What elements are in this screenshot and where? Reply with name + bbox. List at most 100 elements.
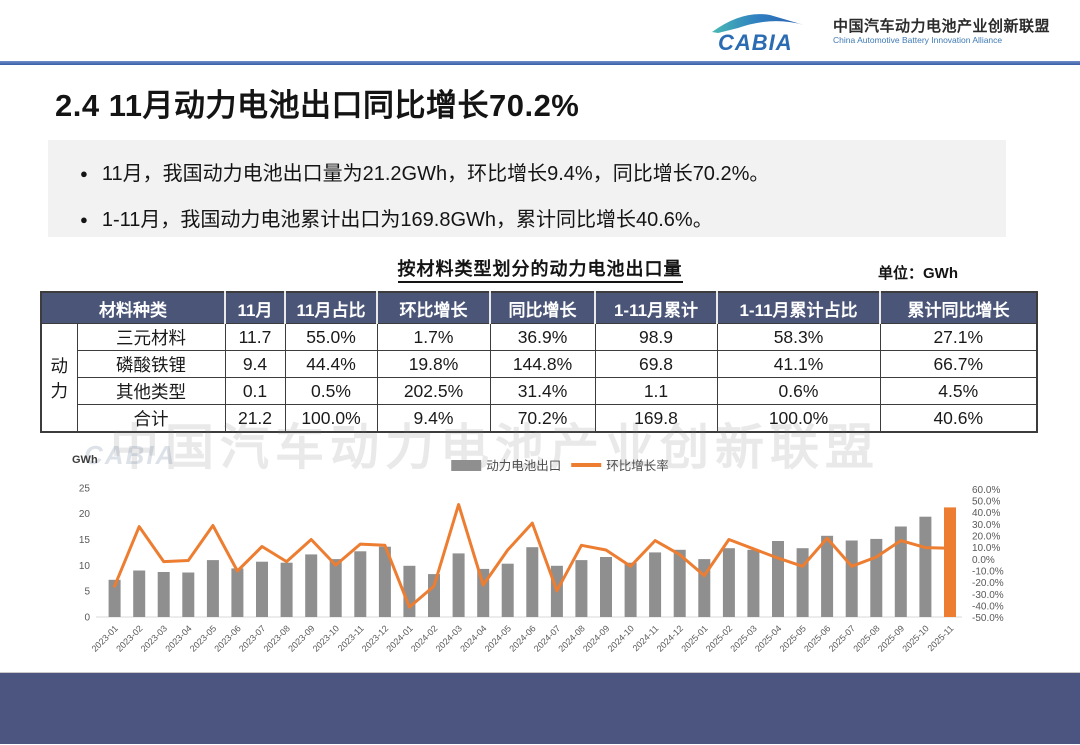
bar-2025-10 <box>919 516 932 617</box>
bar-2025-08 <box>870 538 883 617</box>
left-axis-tick: 0 <box>84 613 90 624</box>
bullet-1: ● 11月，我国动力电池出口量为21.2GWh，环比增长9.4%，同比增长70.2… <box>80 157 769 186</box>
right-axis-tick: 10.0% <box>972 543 1000 554</box>
table-row: 其他类型 0.1 0.5% 202.5% 31.4% 1.1 0.6% 4.5% <box>41 377 1038 405</box>
x-axis-label: 2025-10 <box>900 623 930 653</box>
right-axis-tick: 30.0% <box>972 520 1000 531</box>
table-cell: 100.0% <box>716 404 881 433</box>
bar-2023-10 <box>329 559 342 617</box>
table-cell: 21.2 <box>224 404 286 433</box>
group-cell: 动力 <box>40 323 78 433</box>
org-name: 中国汽车动力电池产业创新联盟 China Automotive Battery … <box>833 18 1050 45</box>
x-axis-label: 2025-11 <box>925 623 955 653</box>
table-cell: 40.6% <box>879 404 1038 433</box>
left-axis-unit: GWh <box>72 454 98 466</box>
table-cell: 1.7% <box>376 323 491 351</box>
bullet-icon: ● <box>80 212 88 227</box>
row-label: 其他类型 <box>76 377 226 405</box>
table-row-total: 合计 21.2 100.0% 9.4% 70.2% 169.8 100.0% 4… <box>41 404 1038 433</box>
table-cell: 9.4 <box>224 350 286 378</box>
table-cell: 1.1 <box>594 377 718 405</box>
table-cell: 11.7 <box>224 323 286 351</box>
logo-mark: CABIA <box>708 8 823 56</box>
bar-2025-07 <box>845 540 858 617</box>
logo-text: CABIA <box>717 30 793 55</box>
table-cell: 144.8% <box>489 350 596 378</box>
bullet-2: ● 1-11月，我国动力电池累计出口为169.8GWh，累计同比增长40.6%。 <box>80 203 713 232</box>
left-axis-tick: 25 <box>79 483 91 494</box>
page-title: 2.4 11月动力电池出口同比增长70.2% <box>55 88 580 123</box>
line-swatch-icon <box>571 463 602 467</box>
bar-2024-08 <box>575 560 588 617</box>
material-table: 材料种类 11月 11月占比 环比增长 同比增长 1-11月累计 1-11月累计… <box>40 291 1038 433</box>
bar-2025-06 <box>821 535 834 617</box>
bullet-2-text: 1-11月，我国动力电池累计出口为169.8GWh，累计同比增长40.6%。 <box>101 209 713 231</box>
bar-2024-02 <box>428 574 440 617</box>
table-cell: 69.8 <box>594 350 718 378</box>
col-header: 材料种类 <box>41 292 226 324</box>
bar-2023-03 <box>157 572 170 617</box>
bullet-1-text: 11月，我国动力电池出口量为21.2GWh，环比增长9.4%，同比增长70.2%… <box>101 163 770 185</box>
legend-item-bars: 动力电池出口 <box>451 455 561 474</box>
summary-box: ● 11月，我国动力电池出口量为21.2GWh，环比增长9.4%，同比增长70.2… <box>48 140 1006 237</box>
table-cell: 100.0% <box>284 404 378 433</box>
table-header-row: 材料种类 11月 11月占比 环比增长 同比增长 1-11月累计 1-11月累计… <box>41 292 1037 324</box>
mom-growth-line <box>113 503 952 609</box>
left-axis-tick: 20 <box>79 509 91 520</box>
bar-swatch-icon <box>451 460 482 471</box>
table-cell: 36.9% <box>489 323 596 351</box>
right-axis-tick: -30.0% <box>972 590 1004 601</box>
bar-2025-02 <box>722 548 735 617</box>
col-header: 11月 <box>225 292 286 324</box>
bar-2025-11 <box>944 507 956 617</box>
col-header: 环比增长 <box>377 292 491 324</box>
footer-bar <box>0 672 1080 744</box>
chart-canvas: GWh 0 5 10 15 20 25 60.0%50.0%40.0%30.0%20.0%10… <box>72 454 1004 654</box>
row-label: 磷酸铁锂 <box>76 350 226 378</box>
right-axis-tick: -20.0% <box>972 578 1004 589</box>
legend-item-line: 环比增长率 <box>571 455 669 474</box>
left-axis-tick: 5 <box>84 587 90 598</box>
right-axis-tick: 20.0% <box>972 531 1000 542</box>
right-axis-tick: 50.0% <box>972 496 1000 507</box>
table-cell: 9.4% <box>376 404 491 433</box>
right-axis-tick: -40.0% <box>972 601 1004 612</box>
bar-2023-07 <box>256 561 268 617</box>
right-axis-tick: -50.0% <box>972 613 1004 624</box>
table-cell: 66.7% <box>879 350 1038 378</box>
bar-2025-05 <box>796 548 809 617</box>
table-cell: 58.3% <box>716 323 881 351</box>
bar-2023-12 <box>378 546 391 617</box>
table-cell: 0.6% <box>716 377 881 405</box>
right-axis-tick: 0.0% <box>972 555 995 566</box>
table-row: 动力 三元材料 11.7 55.0% 1.7% 36.9% 98.9 58.3%… <box>40 323 1038 433</box>
bar-2023-06 <box>231 568 244 617</box>
bar-2023-02 <box>133 570 146 617</box>
col-header: 1-11月累计占比 <box>717 292 881 324</box>
table-cell: 4.5% <box>879 377 1038 405</box>
row-label: 三元材料 <box>76 323 226 351</box>
table-cell: 0.1 <box>224 377 286 405</box>
bar-2023-08 <box>280 562 293 617</box>
col-header: 同比增长 <box>490 292 596 324</box>
org-name-en: China Automotive Battery Innovation Alli… <box>832 34 1003 45</box>
table-cell: 169.8 <box>594 404 718 433</box>
left-axis-tick: 10 <box>79 561 91 572</box>
chart-legend: 动力电池出口 环比增长率 <box>451 455 669 474</box>
table-cell: 98.9 <box>594 323 718 351</box>
bar-2023-05 <box>206 560 219 617</box>
table-cell: 27.1% <box>879 323 1038 351</box>
col-header: 1-11月累计 <box>595 292 718 324</box>
bar-2024-01 <box>403 565 416 617</box>
row-label: 合计 <box>76 404 226 433</box>
bar-2024-06 <box>526 547 539 617</box>
table-title: 按材料类型划分的动力电池出口量 <box>0 255 1080 283</box>
car-swoosh-icon <box>711 14 804 33</box>
bar-2023-09 <box>305 554 318 617</box>
bar-2024-11 <box>649 552 662 617</box>
legend-label: 环比增长率 <box>606 459 669 473</box>
table-cell: 31.4% <box>489 377 596 405</box>
unit-label: 单位：GWh <box>878 265 958 282</box>
col-header: 累计同比增长 <box>880 292 1037 324</box>
